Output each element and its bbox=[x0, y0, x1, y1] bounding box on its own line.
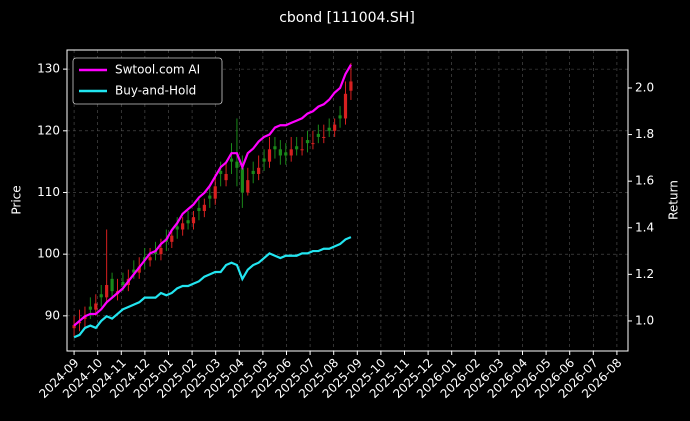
candle-body bbox=[72, 325, 76, 329]
y2-tick-label: 2.0 bbox=[635, 80, 654, 94]
y2-tick-label: 1.6 bbox=[635, 174, 654, 188]
candle-body bbox=[229, 158, 234, 162]
y-tick-label: 110 bbox=[37, 185, 60, 199]
y-tick-label: 120 bbox=[37, 123, 60, 137]
plot-frame bbox=[66, 49, 629, 352]
candle-body bbox=[305, 140, 310, 144]
candle-body bbox=[284, 152, 288, 156]
candle-body bbox=[99, 294, 103, 298]
legend-box bbox=[72, 57, 223, 105]
candle-body bbox=[213, 186, 217, 199]
candle-body bbox=[246, 180, 250, 193]
y-tick-label: 90 bbox=[45, 308, 60, 322]
candle-body bbox=[262, 158, 266, 162]
candle-body bbox=[240, 167, 244, 193]
candle-body bbox=[349, 81, 353, 91]
y2-tick-label: 1.8 bbox=[635, 127, 654, 141]
candle-body bbox=[132, 269, 136, 273]
candle-body bbox=[186, 220, 190, 224]
candle-body bbox=[343, 93, 348, 119]
candle-body bbox=[202, 204, 206, 211]
y2-tick-label: 1.2 bbox=[635, 267, 654, 281]
candle-body bbox=[175, 226, 179, 230]
candle-body bbox=[311, 143, 315, 145]
candle-body bbox=[278, 149, 282, 156]
candle-body bbox=[94, 303, 98, 310]
candle-body bbox=[137, 266, 141, 273]
candle-body bbox=[191, 217, 196, 224]
y-tick-label: 100 bbox=[37, 247, 60, 261]
candle-body bbox=[208, 195, 212, 199]
candle-body bbox=[273, 146, 277, 150]
candle-body bbox=[197, 207, 201, 211]
candle-body bbox=[251, 170, 255, 174]
candle-body bbox=[235, 161, 239, 168]
candle-body bbox=[148, 257, 152, 261]
candle-body bbox=[110, 278, 114, 292]
candle-body bbox=[159, 247, 163, 255]
y2-axis-label: Return bbox=[667, 180, 681, 220]
y2-tick-label: 1.4 bbox=[635, 220, 654, 234]
candle-body bbox=[289, 149, 293, 156]
candle-body bbox=[153, 251, 158, 255]
legend-label: Buy-and-Hold bbox=[115, 84, 196, 98]
candle-body bbox=[121, 281, 125, 286]
candle-body bbox=[219, 170, 223, 174]
legend-label: Swtool.com AI bbox=[115, 63, 200, 77]
y2-tick-label: 1.0 bbox=[635, 313, 654, 327]
candle-body bbox=[333, 124, 337, 131]
candle-body bbox=[181, 223, 185, 230]
candle-body bbox=[257, 167, 261, 174]
series-line bbox=[73, 236, 352, 339]
candle-body bbox=[327, 127, 331, 131]
candle-body bbox=[322, 136, 326, 138]
candle-body bbox=[88, 306, 92, 310]
y-tick-label: 130 bbox=[37, 62, 60, 76]
y-axis-label: Price bbox=[10, 185, 24, 214]
candle-body bbox=[224, 173, 228, 181]
candle-body bbox=[105, 285, 109, 298]
candle-body bbox=[316, 133, 320, 137]
series-line bbox=[73, 64, 352, 327]
candle-body bbox=[267, 149, 272, 162]
candle-body bbox=[295, 146, 299, 150]
candle-body bbox=[338, 115, 342, 119]
candle-body bbox=[170, 235, 174, 242]
candle-body bbox=[300, 149, 304, 151]
candle-body bbox=[77, 322, 82, 324]
chart-title: cbond [111004.SH] bbox=[279, 10, 415, 26]
